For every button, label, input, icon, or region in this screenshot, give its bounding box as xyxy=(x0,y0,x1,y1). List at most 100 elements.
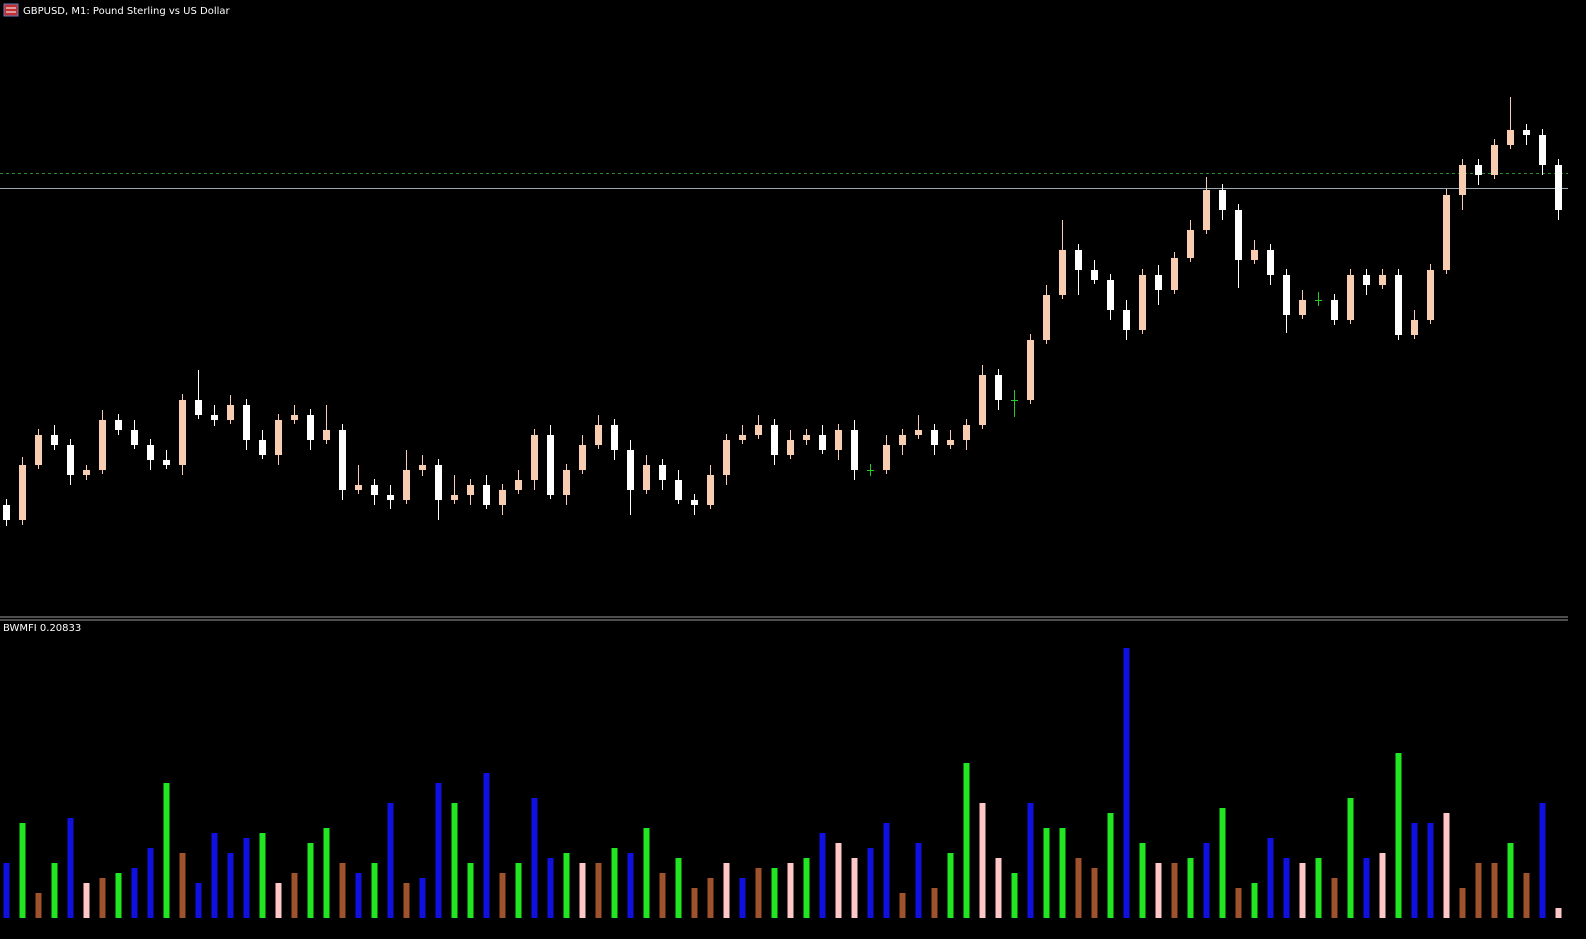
candle-body xyxy=(835,430,842,450)
bwmfi-bar xyxy=(883,823,890,918)
bwmfi-bar xyxy=(1331,878,1338,918)
candle-body xyxy=(227,405,234,420)
bwmfi-bar xyxy=(819,833,826,918)
candle-body xyxy=(963,425,970,440)
bwmfi-bar xyxy=(803,858,810,918)
bwmfi-bar xyxy=(1315,858,1322,918)
bwmfi-bar xyxy=(1523,873,1530,918)
bwmfi-bar xyxy=(1507,843,1514,918)
bwmfi-bar xyxy=(691,888,698,918)
candle-body xyxy=(1523,130,1530,135)
bwmfi-bar xyxy=(1043,828,1050,918)
candle-body xyxy=(211,415,218,420)
bwmfi-bar xyxy=(211,833,218,918)
candle-body xyxy=(531,435,538,480)
bwmfi-bar xyxy=(1171,863,1178,918)
bwmfi-bar xyxy=(707,878,714,918)
symbol-icon xyxy=(3,3,19,17)
bwmfi-bar xyxy=(499,873,506,918)
bwmfi-bar xyxy=(771,868,778,918)
candle-body xyxy=(99,420,106,470)
candle-body xyxy=(179,400,186,465)
candle-body xyxy=(995,375,1002,400)
bwmfi-bar xyxy=(1091,868,1098,918)
candle-body xyxy=(563,470,570,495)
bwmfi-bar xyxy=(371,863,378,918)
bwmfi-bar xyxy=(723,863,730,918)
bwmfi-bar xyxy=(675,858,682,918)
candle-body xyxy=(1059,250,1066,295)
bwmfi-bar xyxy=(67,818,74,918)
candle-body xyxy=(1411,320,1418,335)
candle-body xyxy=(1395,275,1402,335)
candle-body xyxy=(307,415,314,440)
bwmfi-bar xyxy=(1475,863,1482,918)
bwmfi-bar xyxy=(195,883,202,918)
candle-body xyxy=(691,500,698,505)
candle-body xyxy=(259,440,266,455)
bwmfi-bar xyxy=(979,803,986,918)
candle-body xyxy=(275,420,282,455)
bwmfi-bar xyxy=(387,803,394,918)
bwmfi-bar xyxy=(227,853,234,918)
bwmfi-bar xyxy=(1107,813,1114,918)
candle-body xyxy=(131,430,138,445)
bwmfi-bar xyxy=(1155,863,1162,918)
bwmfi-bar xyxy=(1235,888,1242,918)
candle-body xyxy=(435,465,442,500)
bwmfi-bar xyxy=(403,883,410,918)
candle-body xyxy=(35,435,42,465)
bwmfi-bar xyxy=(3,863,10,918)
candle-body xyxy=(675,480,682,500)
candle-body xyxy=(515,480,522,490)
bwmfi-bar xyxy=(563,853,570,918)
candle-body xyxy=(1315,300,1322,301)
candle-body xyxy=(1171,258,1178,290)
bwmfi-bar xyxy=(131,868,138,918)
bwmfi-bar xyxy=(1395,753,1402,918)
candle-body xyxy=(1299,300,1306,315)
candle-body xyxy=(1219,190,1226,210)
candle-body xyxy=(1251,250,1258,260)
bwmfi-bar xyxy=(1251,883,1258,918)
candle-body xyxy=(291,415,298,420)
candle-body xyxy=(1427,270,1434,320)
candle-body xyxy=(803,435,810,440)
bwmfi-bar xyxy=(35,893,42,918)
candle-body xyxy=(451,495,458,500)
candle-body xyxy=(979,375,986,425)
candle-body xyxy=(1187,230,1194,258)
candle-body xyxy=(819,435,826,450)
bwmfi-bar xyxy=(1299,863,1306,918)
bwmfi-bar xyxy=(419,878,426,918)
candle-body xyxy=(51,435,58,445)
candle-body xyxy=(1363,275,1370,285)
bwmfi-bar xyxy=(899,893,906,918)
bwmfi-bar xyxy=(643,828,650,918)
candle-body xyxy=(1043,295,1050,340)
candle-body xyxy=(339,430,346,490)
bwmfi-bar xyxy=(547,858,554,918)
candle-body xyxy=(883,445,890,470)
bwmfi-bar xyxy=(99,878,106,918)
bwmfi-bar xyxy=(1427,823,1434,918)
candle-body xyxy=(3,505,10,520)
candle-body xyxy=(595,425,602,445)
candle-body xyxy=(1075,250,1082,270)
bwmfi-bar xyxy=(1059,828,1066,918)
candle-body xyxy=(1011,400,1018,401)
candle-body xyxy=(1027,340,1034,400)
bwmfi-bar xyxy=(1027,803,1034,918)
bwmfi-bar xyxy=(1363,858,1370,918)
bwmfi-bar xyxy=(915,843,922,918)
candle-body xyxy=(1491,145,1498,175)
candle-body xyxy=(723,440,730,475)
indicator-label: BWMFI 0.20833 xyxy=(3,623,81,634)
candle-body xyxy=(755,425,762,435)
candle-body xyxy=(915,430,922,435)
candle-body xyxy=(147,445,154,460)
candle-body xyxy=(1475,165,1482,175)
